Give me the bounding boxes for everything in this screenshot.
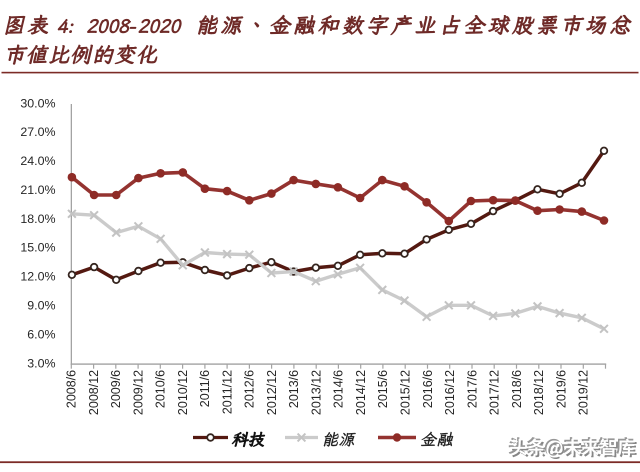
svg-text:2011/12: 2011/12	[220, 370, 234, 414]
svg-text:6.0%: 6.0%	[27, 327, 55, 341]
svg-text:21.0%: 21.0%	[20, 183, 55, 197]
svg-text:12.0%: 12.0%	[20, 270, 55, 284]
svg-text:2017/6: 2017/6	[465, 370, 479, 408]
svg-text:2016/12: 2016/12	[443, 370, 457, 415]
svg-text:2013/6: 2013/6	[287, 370, 301, 408]
svg-text:27.0%: 27.0%	[20, 125, 55, 139]
svg-text:30.0%: 30.0%	[20, 96, 55, 110]
svg-text:9.0%: 9.0%	[27, 299, 55, 313]
svg-text:2013/12: 2013/12	[310, 370, 324, 415]
svg-text:2018/6: 2018/6	[510, 370, 524, 408]
svg-text:2015/12: 2015/12	[399, 370, 413, 415]
svg-text:2014/12: 2014/12	[354, 370, 368, 415]
svg-text:2008/6: 2008/6	[65, 370, 79, 408]
svg-text:2012/6: 2012/6	[243, 370, 257, 408]
svg-text:3.0%: 3.0%	[27, 356, 55, 370]
svg-text:2010/6: 2010/6	[154, 370, 168, 408]
svg-text:18.0%: 18.0%	[20, 212, 55, 226]
svg-text:2010/12: 2010/12	[176, 370, 190, 415]
svg-text:2008/12: 2008/12	[87, 370, 101, 415]
svg-text:2019/12: 2019/12	[577, 370, 591, 415]
svg-text:15.0%: 15.0%	[20, 241, 55, 255]
svg-text:2012/12: 2012/12	[265, 370, 279, 415]
svg-text:24.0%: 24.0%	[20, 154, 55, 168]
svg-text:2009/6: 2009/6	[109, 370, 123, 408]
svg-text:2016/6: 2016/6	[421, 370, 435, 408]
svg-text:2009/12: 2009/12	[131, 370, 145, 415]
svg-text:2019/6: 2019/6	[554, 370, 568, 408]
svg-text:2014/6: 2014/6	[332, 370, 346, 408]
svg-text:2015/6: 2015/6	[376, 370, 390, 408]
svg-text:2017/12: 2017/12	[488, 370, 502, 415]
svg-text:2018/12: 2018/12	[532, 370, 546, 415]
svg-text:2011/6: 2011/6	[198, 370, 212, 407]
